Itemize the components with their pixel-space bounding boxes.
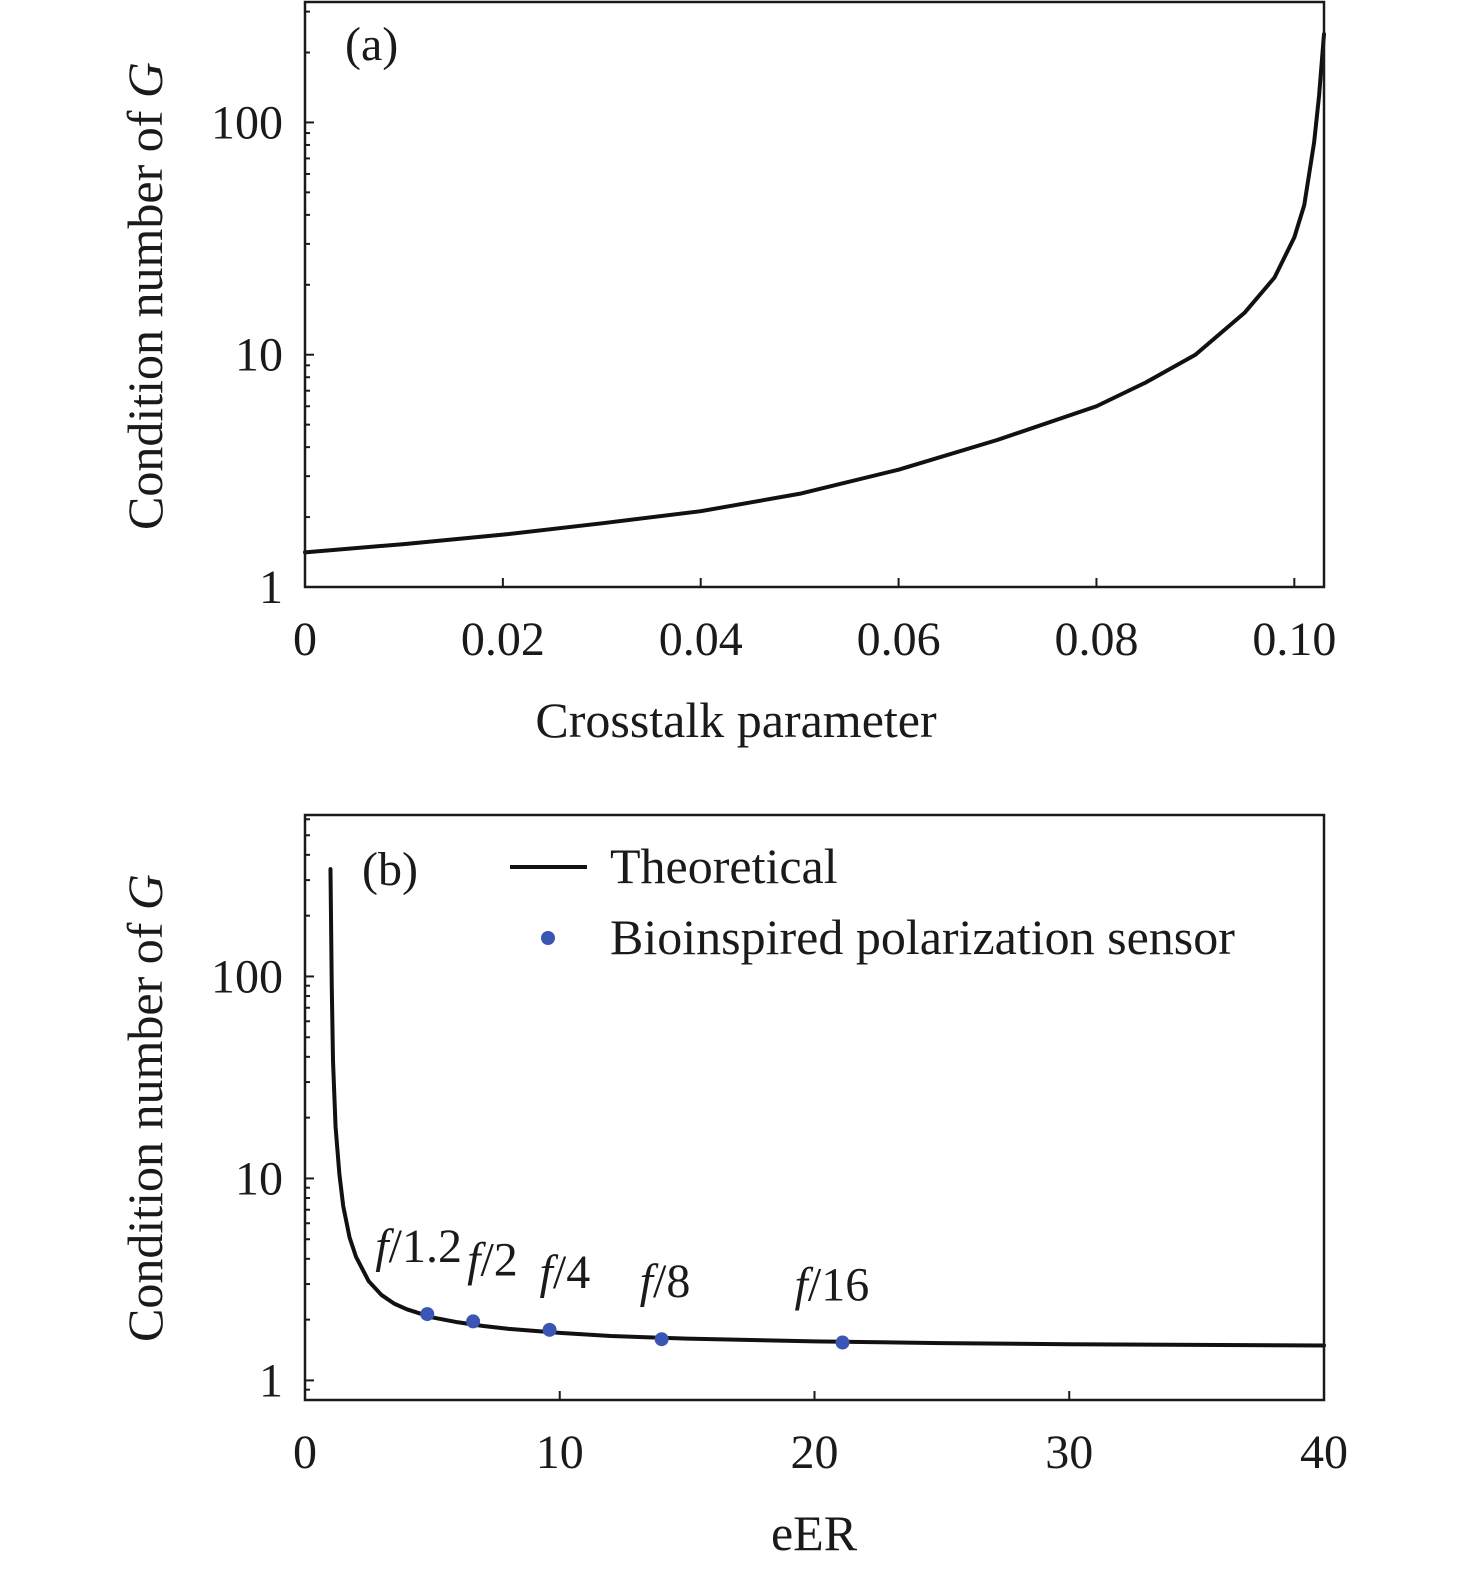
panel-a-x-tick-label: 0.04 [659, 613, 743, 666]
panel-a-y-tick-label: 1 [259, 561, 283, 614]
panel-a-plot-area [303, 32, 1326, 555]
panel-b-y-tick-label: 1 [259, 1354, 283, 1407]
sensor-point-label: f/8 [640, 1255, 691, 1308]
panel-a-label: (a) [345, 18, 398, 71]
legend-dot-swatch [541, 931, 555, 945]
panel-b-x-tick-label: 30 [1045, 1426, 1093, 1479]
sensor-data-point [466, 1314, 481, 1329]
sensor-data-point [420, 1307, 435, 1322]
sensor-point-label: f/4 [540, 1246, 591, 1299]
sensor-point-label-value: /2 [480, 1233, 517, 1286]
panel-b-y-tick-label: 100 [211, 950, 283, 1003]
panel-a-x-tick-label: 0 [293, 613, 317, 666]
sensor-data-point [835, 1335, 850, 1350]
panel-b-x-tick-label: 10 [536, 1426, 584, 1479]
panel-a-frame [303, 0, 1326, 589]
panel-a-chart: (a) 0 0.02 0.04 0.06 0.08 0.10 1 10 100 Crosstal… [117, 0, 1336, 748]
panel-b-ticks: 0 10 20 30 40 1 10 100 [211, 818, 1348, 1479]
panel-a-y-axis-title-symbol: G [117, 62, 173, 98]
panel-b-y-axis-title-symbol: G [117, 874, 173, 910]
panel-a-ticks: 0 0.02 0.04 0.06 0.08 0.10 1 10 100 [211, 10, 1336, 666]
sensor-point-label: f/16 [795, 1259, 870, 1312]
panel-b-x-axis-title: eER [771, 1505, 858, 1561]
panel-b-x-tick-label: 0 [293, 1426, 317, 1479]
panel-a-x-tick-label: 0.08 [1054, 613, 1138, 666]
panel-a-y-tick-label: 100 [211, 96, 283, 149]
panel-a-series-line-0 [303, 32, 1326, 555]
sensor-point-label-value: /4 [553, 1246, 590, 1299]
panel-a-x-tick-label: 0.06 [857, 613, 941, 666]
panel-b-x-tick-label: 20 [791, 1426, 839, 1479]
panel-a-x-tick-label: 0.10 [1252, 613, 1336, 666]
panel-a-x-axis-title: Crosstalk parameter [535, 692, 937, 748]
panel-b-y-axis-title: Condition number of G [117, 874, 173, 1342]
panel-a-y-tick-label: 10 [235, 329, 283, 382]
sensor-point-label-value: /8 [653, 1255, 690, 1308]
panel-b-chart: (b) 0 10 20 30 40 1 10 100 f/1.2 f/2 f/4 f/8 f/16 T… [117, 813, 1348, 1561]
panel-b-plot-area: f/1.2 f/2 f/4 f/8 f/16 [328, 867, 1326, 1350]
panel-a-x-tick-label: 0.02 [461, 613, 545, 666]
panel-b-y-axis-title-text: Condition number of [117, 910, 173, 1342]
panel-b-x-tick-label: 40 [1300, 1426, 1348, 1479]
sensor-data-point [654, 1332, 669, 1347]
panel-b-y-tick-label: 10 [235, 1152, 283, 1205]
sensor-point-label: f/1.2 [375, 1220, 462, 1273]
sensor-point-label-value: /16 [808, 1259, 869, 1312]
panel-a-y-axis-title: Condition number of G [117, 62, 173, 530]
panel-a-y-axis-title-text: Condition number of [117, 98, 173, 530]
legend-label-sensor: Bioinspired polarization sensor [610, 909, 1235, 965]
sensor-point-label-value: /1.2 [389, 1220, 462, 1273]
panel-b-frame [303, 813, 1326, 1402]
legend-label-theoretical: Theoretical [610, 838, 838, 894]
sensor-data-point [542, 1322, 557, 1337]
panel-b-label: (b) [362, 843, 418, 896]
sensor-point-label: f/2 [467, 1233, 518, 1286]
panel-b-legend: Theoretical Bioinspired polarization sen… [510, 838, 1235, 965]
